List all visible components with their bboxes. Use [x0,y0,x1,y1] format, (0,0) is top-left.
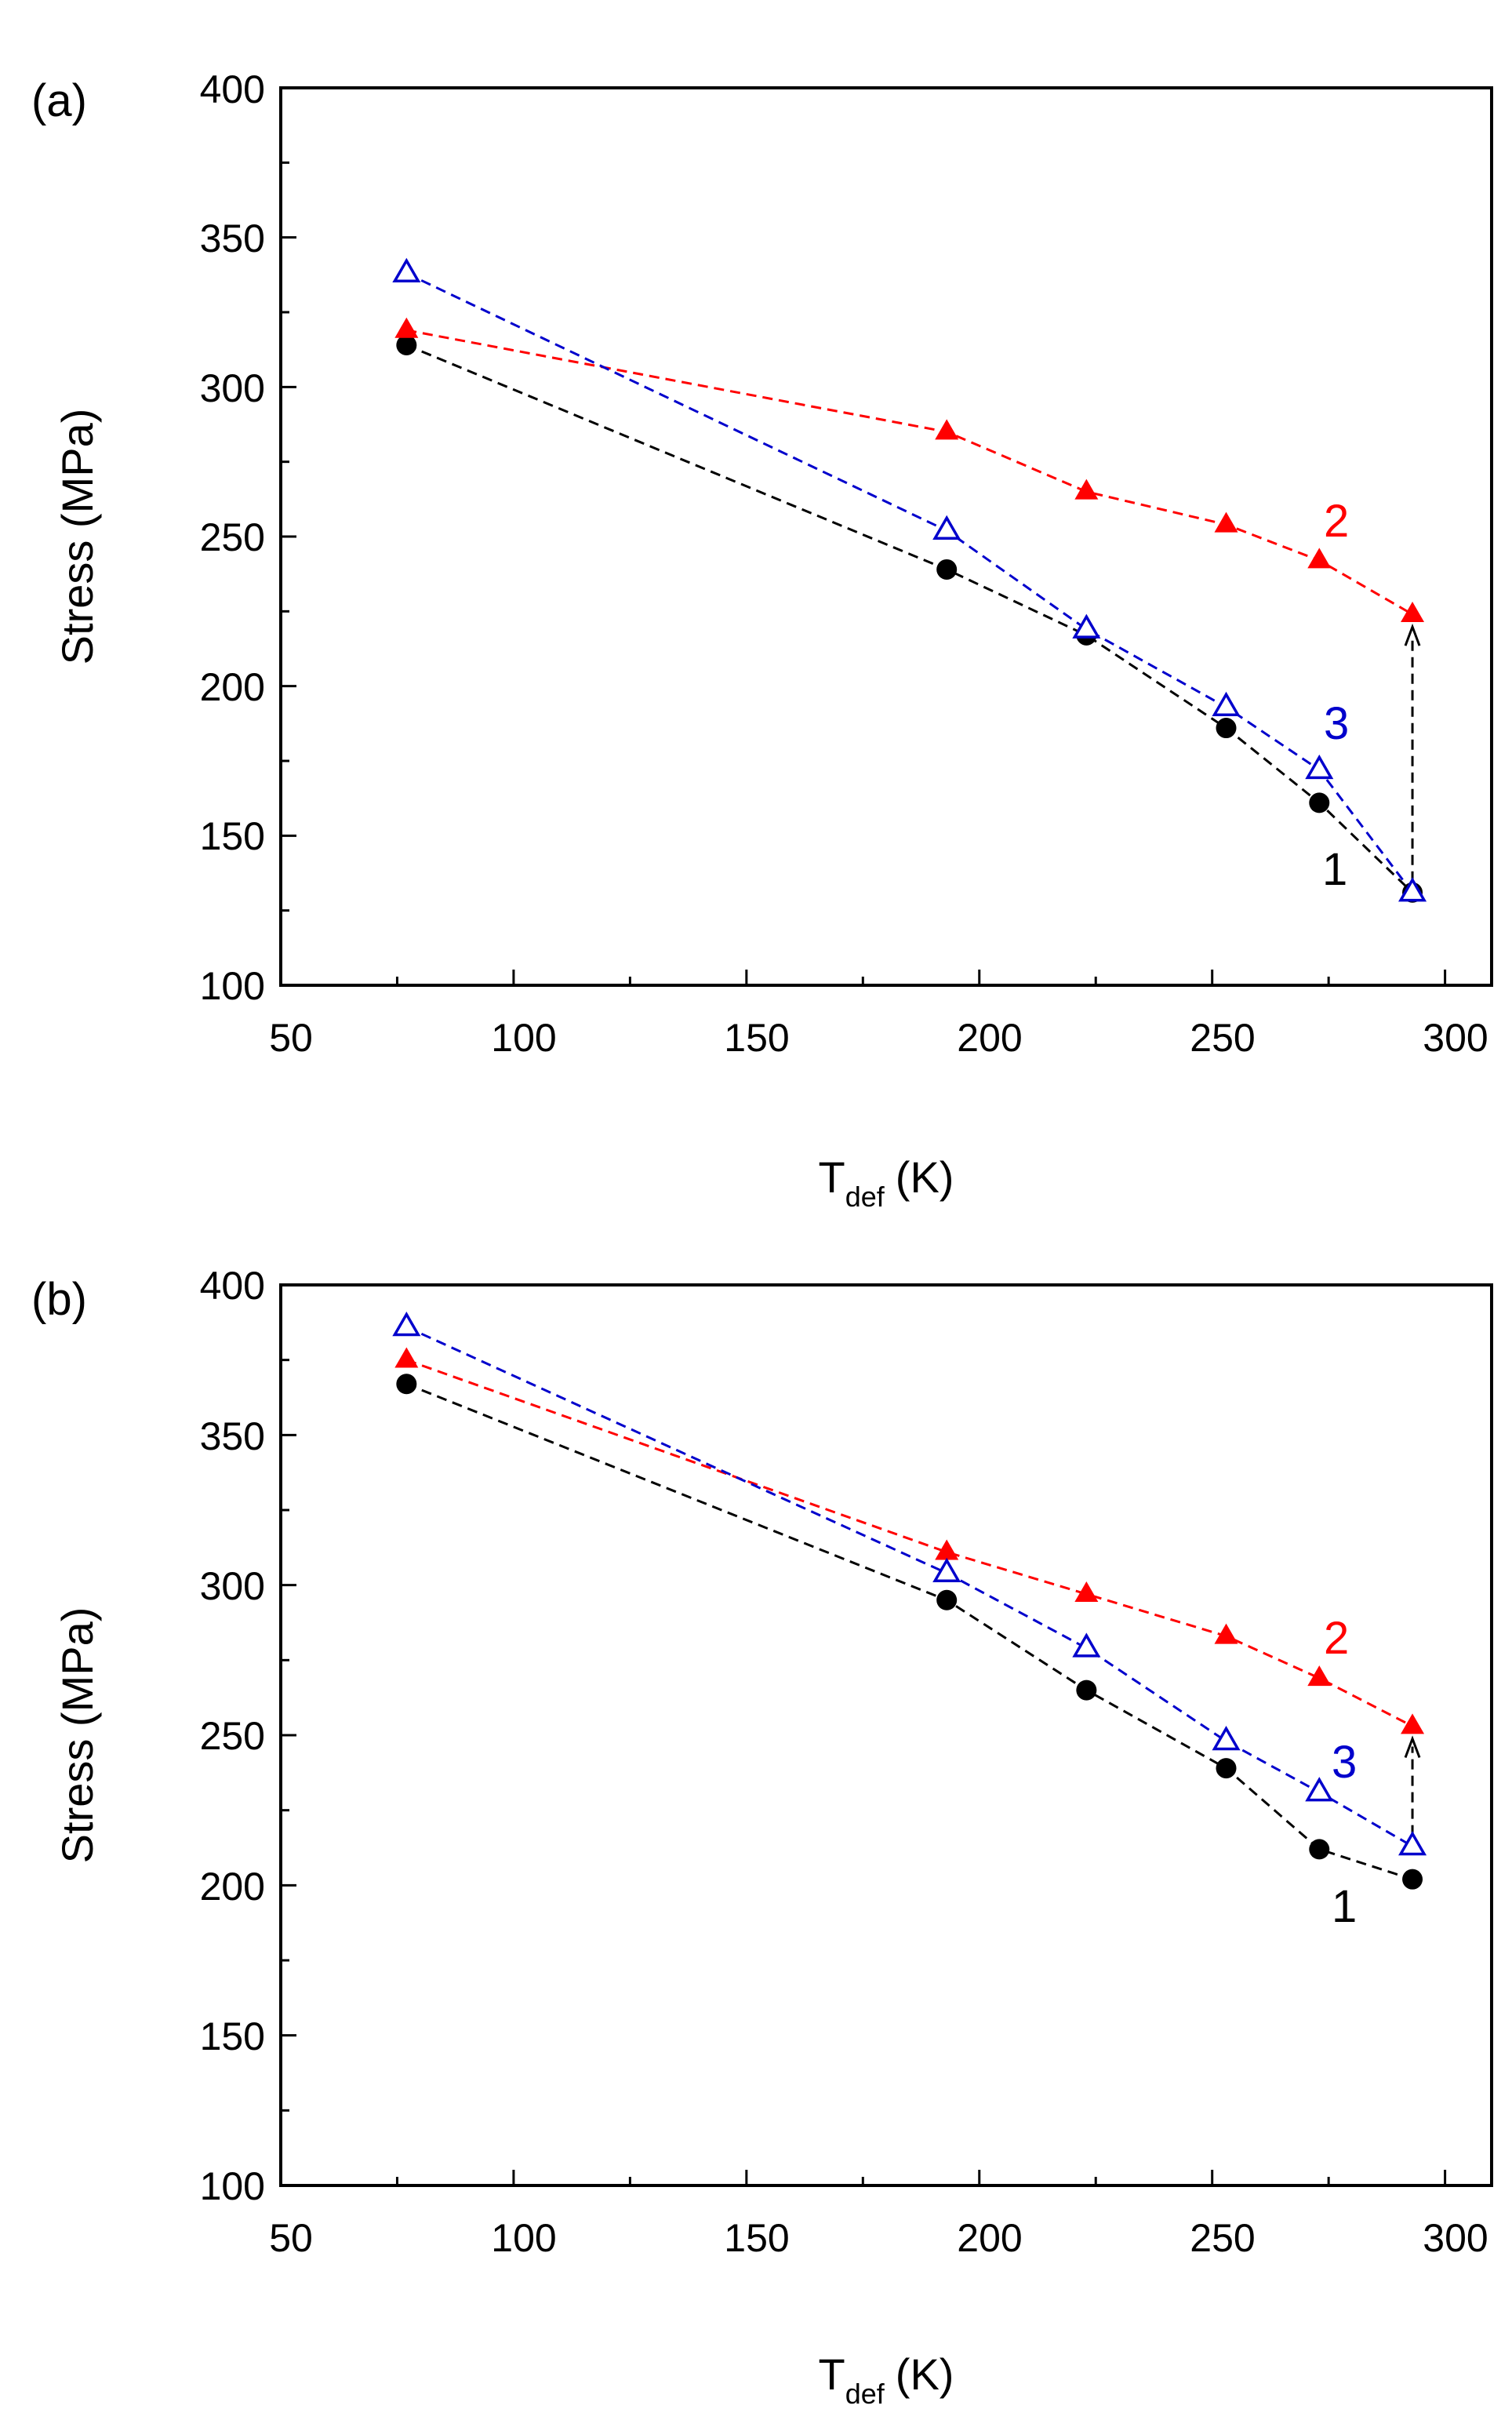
panel-b-plot-frame [279,1283,1493,2187]
series-1-point [936,559,958,580]
series-2-point [1401,602,1425,623]
series-1-point [1309,1839,1330,1860]
x-tick-label: 300 [1423,2216,1488,2260]
y-tick-label: 200 [200,665,265,709]
x-tick-label: 50 [269,1016,313,1060]
arrow-head [1404,1735,1421,1759]
series-2-line [406,329,1413,616]
panel-b-ticks [279,1283,1447,2187]
x-axis-title-unit: (K) [896,2349,954,2399]
series-3-point [1212,691,1241,716]
series-2-point [1074,479,1099,500]
y-tick-label: 350 [200,217,265,260]
series-2-point [1214,511,1238,533]
x-axis-title-main: T [819,1152,845,1202]
series-1-point [1076,1680,1097,1701]
series-2-point [394,317,419,338]
panel-b-series-1-label: 1 [1332,1881,1357,1932]
panel-a-y-axis-title: Stress (MPa) [53,409,102,665]
series-1-line [405,344,1414,893]
x-tick-label: 200 [957,1016,1022,1060]
y-tick-label: 150 [200,2014,265,2058]
series-2-point [1307,548,1332,569]
series-1-point [396,334,417,355]
y-tick-label: 400 [200,1264,265,1308]
panel-a-series-3-label: 3 [1324,698,1349,749]
y-tick-label: 250 [200,515,265,559]
x-tick-label: 150 [724,1016,789,1060]
x-axis-title-subscript: def [845,1181,885,1213]
series-2-point [935,419,959,440]
series-3-point [392,1311,421,1337]
panel-b-series-3-label: 3 [1332,1737,1357,1788]
arrow-head [1404,623,1421,646]
series-3-point [932,1557,961,1582]
x-tick-label: 50 [269,2216,313,2260]
panel-b-label: (b) [31,1274,87,1325]
x-tick-label: 250 [1190,1016,1255,1060]
y-tick-label: 200 [200,1865,265,1909]
x-tick-label: 100 [491,1016,556,1060]
series-1-point [396,1374,417,1395]
y-tick-label: 250 [200,1714,265,1758]
series-3-point [932,515,961,540]
y-tick-label: 300 [200,1564,265,1608]
series-2-point [1307,1665,1332,1687]
x-axis-title-subscript: def [845,2378,885,2410]
y-tick-label: 350 [200,1414,265,1458]
panel-b-y-axis-title: Stress (MPa) [53,1607,102,1864]
series-2-point [1401,1713,1425,1734]
series-2-line [405,1359,1413,1727]
panel-a-plot-frame [279,86,1493,987]
series-2-point [394,1347,419,1368]
panel-a-series [392,257,1427,903]
panel-a-x-axis-title: Tdef (K) [819,1152,954,1213]
series-3-line [405,1326,1413,1847]
y-tick-label: 400 [200,67,265,111]
series-3-point [1398,1830,1427,1856]
series-2-point [1074,1581,1099,1603]
chart-panel-b: (b) 100 150 200 250 300 350 400 50 100 1… [31,1264,1493,2410]
series-3-line [405,272,1414,893]
x-tick-label: 250 [1190,2216,1255,2260]
panel-b-x-axis-title: Tdef (K) [819,2349,954,2410]
x-axis-title-main: T [819,2349,845,2399]
chart-panel-a: (a) 100 150 200 250 300 350 400 50 100 1… [31,67,1493,1213]
panel-b-series [392,1311,1427,1890]
panel-b-x-tick-labels: 50 100 150 200 250 300 [269,2216,1488,2260]
x-tick-label: 100 [491,2216,556,2260]
panel-a-series-2-label: 2 [1324,496,1349,547]
series-2-point [1214,1623,1238,1644]
panel-a-y-tick-labels: 100 150 200 250 300 350 400 [200,67,265,1008]
panel-a-series-1-label: 1 [1322,844,1347,895]
series-1-point [1309,792,1330,813]
x-tick-label: 300 [1423,1016,1488,1060]
series-1-point [1402,1869,1423,1890]
series-3-point [392,257,421,283]
x-tick-label: 200 [957,2216,1022,2260]
series-2-point [935,1539,959,1560]
panel-a-x-tick-labels: 50 100 150 200 250 300 [269,1016,1488,1060]
series-1-line [405,1382,1413,1881]
series-1-point [1216,1758,1237,1779]
y-tick-label: 100 [200,2164,265,2208]
series-1-point [1216,718,1237,739]
series-3-point [1305,1777,1334,1802]
series-3-point [1072,1632,1101,1658]
series-3-point [1305,754,1334,780]
panel-a-ticks [279,86,1447,987]
panel-b-series-2-label: 2 [1324,1613,1349,1664]
series-3-point [1398,877,1427,902]
y-tick-label: 150 [200,814,265,858]
y-tick-label: 100 [200,964,265,1008]
x-tick-label: 150 [724,2216,789,2260]
panel-b-y-tick-labels: 100 150 200 250 300 350 400 [200,1264,265,2208]
series-3-point [1212,1726,1241,1751]
series-1-point [936,1589,958,1610]
y-tick-label: 300 [200,366,265,410]
panel-a-label: (a) [31,75,87,126]
x-axis-title-unit: (K) [896,1152,954,1202]
series-3-point [1072,613,1101,639]
